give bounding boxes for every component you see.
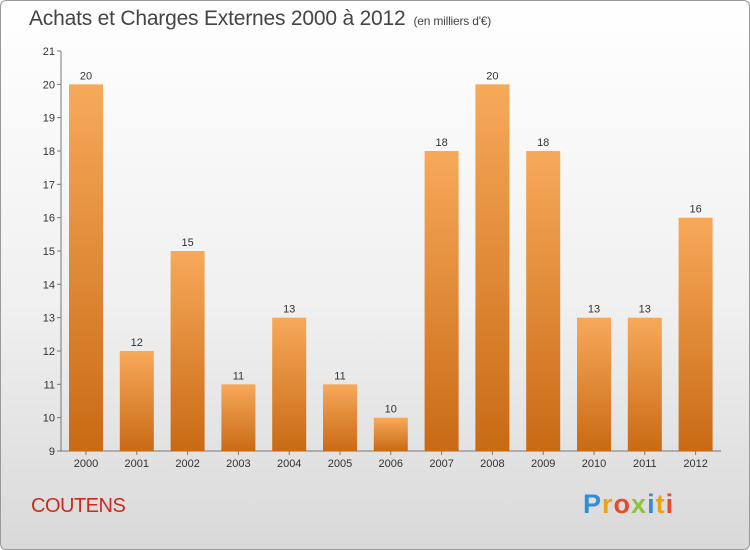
bar-2005 <box>323 384 357 451</box>
logo-letter: P <box>583 489 603 519</box>
chart-bars: 20 12 15 11 13 11 10 18 20 18 13 13 16 <box>69 70 713 451</box>
y-tick-label: 15 <box>43 246 55 258</box>
bar-2011 <box>627 317 662 451</box>
x-tick-label: 2000 <box>74 458 98 470</box>
x-tick-label: 2002 <box>175 458 199 470</box>
logo-letter: i <box>647 489 656 519</box>
bar-2008 <box>475 84 510 451</box>
bar-value-label: 16 <box>689 204 701 216</box>
chart-title: Achats et Charges Externes 2000 à 2012 (e… <box>29 7 491 31</box>
x-tick-label: 2009 <box>531 458 555 470</box>
bar-value-label: 15 <box>181 237 193 249</box>
chart-title-text: Achats et Charges Externes 2000 à 2012 <box>29 7 406 30</box>
y-tick-label: 21 <box>43 46 55 58</box>
bar-2006 <box>373 417 408 451</box>
bar-value-label: 18 <box>537 137 549 149</box>
x-tick-label: 2004 <box>277 458 301 470</box>
bar-2000 <box>69 84 103 451</box>
x-tick-label: 2006 <box>379 458 403 470</box>
x-tick-label: 2007 <box>429 458 453 470</box>
bar-2009 <box>526 151 561 451</box>
x-tick-label: 2010 <box>582 458 606 470</box>
bar-value-label: 20 <box>80 70 92 82</box>
bar-value-label: 13 <box>283 304 295 316</box>
bar-2007 <box>424 151 459 451</box>
y-tick-label: 12 <box>43 346 55 358</box>
x-tick-label: 2003 <box>226 458 250 470</box>
logo-letter: i <box>665 489 675 519</box>
y-tick-label: 10 <box>43 413 55 425</box>
bar-value-label: 18 <box>435 137 447 149</box>
y-tick-label: 19 <box>43 113 55 125</box>
y-tick-label: 14 <box>43 279 55 291</box>
bar-value-label: 11 <box>334 370 345 382</box>
y-tick-label: 17 <box>43 179 55 191</box>
y-tick-label: 9 <box>49 446 55 458</box>
logo-letter: r <box>602 489 614 519</box>
y-tick-label: 11 <box>44 379 55 391</box>
x-tick-label: 2001 <box>125 458 149 470</box>
bar-2010 <box>577 317 611 451</box>
bar-value-label: 12 <box>131 337 143 349</box>
bar-value-label: 10 <box>385 404 397 416</box>
bar-2012 <box>678 217 713 451</box>
x-tick-label: 2011 <box>633 458 657 470</box>
x-tick-label: 2008 <box>480 458 504 470</box>
y-tick-label: 20 <box>43 79 55 91</box>
x-tick-label: 2012 <box>683 458 707 470</box>
bar-2002 <box>170 251 205 451</box>
y-tick-label: 16 <box>43 213 55 225</box>
commune-name: COUTENS <box>31 495 126 517</box>
logo-letter: t <box>655 489 666 519</box>
bar-value-label: 13 <box>639 304 651 316</box>
bar-2001 <box>119 351 154 451</box>
bar-value-label: 11 <box>233 370 244 382</box>
bar-value-label: 20 <box>486 70 498 82</box>
x-tick-label: 2005 <box>328 458 352 470</box>
y-tick-label: 18 <box>43 146 55 158</box>
bar-2003 <box>221 384 256 451</box>
chart-subtitle: (en milliers d'€) <box>413 14 492 28</box>
y-tick-label: 13 <box>43 313 55 325</box>
bar-value-label: 13 <box>588 304 600 316</box>
proxiti-logo: Proxiti <box>583 489 674 520</box>
logo-letter: o <box>613 489 632 519</box>
bar-2004 <box>272 317 307 451</box>
logo-letter: x <box>631 489 648 519</box>
